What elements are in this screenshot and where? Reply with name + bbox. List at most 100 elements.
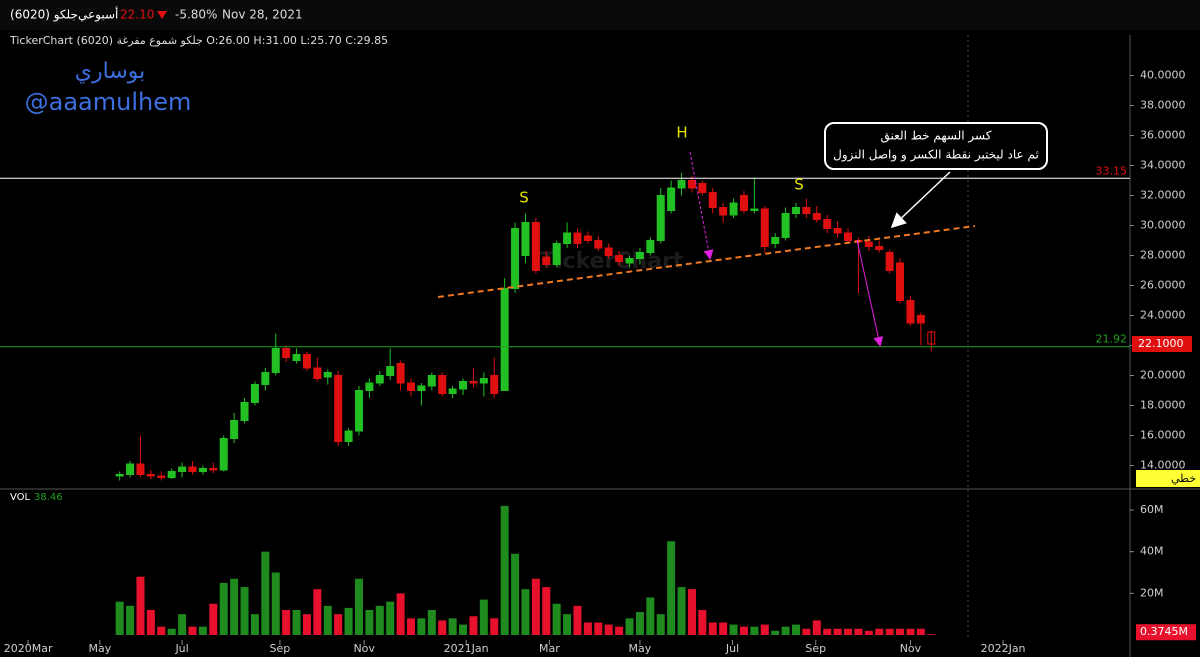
- volume-bar: [209, 603, 218, 635]
- volume-bar: [833, 628, 842, 635]
- panes: 14.000016.000018.000020.000022.000024.00…: [0, 69, 1200, 655]
- symbol: جلكو (6020): [10, 8, 78, 23]
- volume-bar: [698, 610, 707, 635]
- y-tick-label: 20M: [1140, 586, 1164, 599]
- volume-bar: [250, 614, 259, 635]
- candle-body: [250, 384, 259, 403]
- candle-body: [292, 354, 301, 361]
- candle-body: [302, 354, 311, 369]
- header-bar: [0, 0, 1200, 30]
- x-tick-label: Jul: [174, 642, 188, 655]
- callout-text: ثم عاد ليختبر نقطة الكسر و واصل النزول: [833, 148, 1039, 163]
- candle-body: [344, 430, 353, 442]
- volume-bar: [864, 630, 873, 635]
- volume-bar: [531, 578, 540, 635]
- volume-bar: [490, 618, 499, 635]
- candle-body: [646, 240, 655, 253]
- volume-bar: [854, 628, 863, 635]
- volume-bar: [875, 628, 884, 635]
- candle-body: [750, 208, 759, 211]
- volume-bar: [760, 624, 769, 635]
- candle-body: [490, 375, 499, 394]
- pattern-label: H: [676, 124, 687, 142]
- x-tick-label: 2022Jan: [981, 642, 1026, 655]
- volume-bar: [365, 610, 374, 635]
- volume-bar: [188, 626, 197, 635]
- candle-body: [791, 207, 800, 214]
- volume-bar: [354, 578, 363, 635]
- candle-body: [282, 348, 291, 358]
- candle-body: [552, 243, 561, 265]
- candle-body: [812, 213, 821, 220]
- volume-bar: [302, 614, 311, 635]
- volume-bar: [812, 620, 821, 635]
- period: أسبوعي: [78, 7, 118, 23]
- volume-bar: [781, 626, 790, 635]
- down-icon: [157, 11, 167, 19]
- volume-bar: [500, 505, 509, 635]
- candle-body: [334, 375, 343, 442]
- info-line: TickerChart جلكو شموع مفرغة (6020) O:26.…: [9, 34, 388, 47]
- volume-bar: [396, 593, 405, 635]
- x-tick-label: May: [629, 642, 652, 655]
- y-tick-label: 32.0000: [1140, 189, 1186, 202]
- neckline: [437, 225, 976, 298]
- arrow: [890, 171, 951, 229]
- volume-bar: [583, 622, 592, 635]
- candle-body: [136, 463, 145, 475]
- volume-bar: [157, 626, 166, 635]
- volume-bar: [563, 614, 572, 635]
- volume-bar: [459, 624, 468, 635]
- volume-bar: [271, 572, 280, 635]
- volume-bar: [407, 618, 416, 635]
- candle-body: [375, 375, 384, 384]
- volume-bar: [240, 587, 249, 635]
- candle-body: [240, 402, 249, 421]
- candle-body: [396, 363, 405, 384]
- candle-body: [781, 213, 790, 238]
- level-label: 33.15: [1096, 164, 1128, 177]
- candle-body: [157, 475, 166, 478]
- x-tick-label: Sep: [805, 642, 826, 655]
- level-label: 21.92: [1096, 333, 1128, 346]
- candle-body: [271, 348, 280, 373]
- x-tick-label: Nov: [900, 642, 922, 655]
- volume-bar: [219, 582, 228, 635]
- x-tick-label: Sep: [270, 642, 291, 655]
- candle-body: [167, 471, 176, 478]
- y-tick-label: 16.0000: [1140, 429, 1186, 442]
- volume-bar: [115, 601, 124, 635]
- volume-bar: [667, 541, 676, 635]
- candle-body: [687, 180, 696, 189]
- volume-bar: [687, 589, 696, 635]
- candle-body: [927, 331, 936, 345]
- scale-mode: خطي: [1171, 472, 1196, 485]
- y-tick-label: 24.0000: [1140, 309, 1186, 322]
- candle-body: [500, 288, 509, 391]
- volume-bar: [136, 576, 145, 635]
- x-tick-label: 2021Jan: [444, 642, 489, 655]
- volume-bar: [750, 626, 759, 635]
- volume-bar: [323, 605, 332, 635]
- last-price-label: 22.1000: [1138, 337, 1184, 350]
- candle-body: [844, 232, 853, 241]
- y-tick-label: 20.0000: [1140, 369, 1186, 382]
- volume-bar: [479, 599, 488, 635]
- pane: [0, 173, 1130, 481]
- candle-body: [427, 375, 436, 387]
- last-price-box: [1132, 336, 1192, 352]
- candle-body: [542, 256, 551, 265]
- pattern-label: S: [519, 189, 529, 207]
- volume-bar: [313, 589, 322, 635]
- volume-bar: [927, 634, 936, 635]
- volume-bar: [594, 622, 603, 635]
- candle-body: [209, 468, 218, 471]
- y-tick-label: 28.0000: [1140, 249, 1186, 262]
- candle-body: [323, 372, 332, 378]
- price: 22.10: [120, 8, 154, 22]
- arrow: [689, 151, 714, 260]
- x-tick-label: Jul: [725, 642, 739, 655]
- y-tick-label: 34.0000: [1140, 159, 1186, 172]
- volume-bar: [198, 626, 207, 635]
